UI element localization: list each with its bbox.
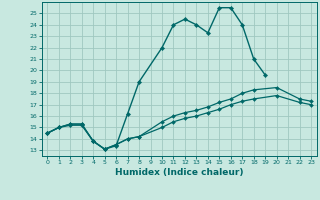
X-axis label: Humidex (Indice chaleur): Humidex (Indice chaleur) bbox=[115, 168, 244, 177]
